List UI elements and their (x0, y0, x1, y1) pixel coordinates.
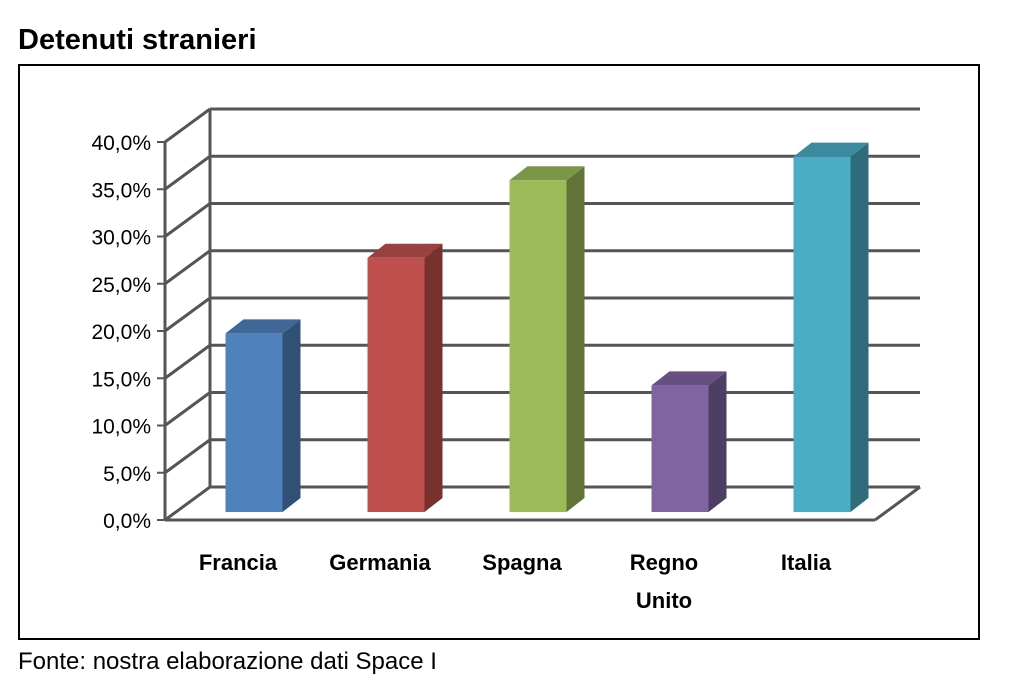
bar-front (793, 156, 851, 512)
gridline-diagonal (164, 344, 211, 380)
bar-top (225, 319, 301, 334)
bar-top (793, 142, 869, 157)
bar-front (367, 257, 425, 512)
y-tick-label: 40,0% (91, 132, 151, 155)
y-tick-label: 20,0% (91, 321, 151, 344)
bar (225, 319, 301, 512)
chart-frame (18, 64, 980, 640)
y-tick-label: 10,0% (91, 416, 151, 439)
bar-top (509, 166, 585, 181)
bars (225, 142, 869, 513)
bar-front (509, 180, 567, 512)
gridline-diagonal (164, 249, 211, 285)
y-tick-label: 35,0% (91, 179, 151, 202)
bar-front (225, 333, 283, 512)
gridline-diagonal (164, 202, 211, 238)
y-tick-label: 30,0% (91, 227, 151, 250)
y-tick-label: 0,0% (103, 510, 151, 533)
x-tick-label: Germania (329, 550, 431, 575)
bar (793, 142, 869, 512)
bar (651, 371, 727, 512)
axes (157, 141, 921, 522)
source-note: Fonte: nostra elaborazione dati Space I (18, 648, 437, 675)
bar-side (282, 319, 301, 512)
bar-side (424, 243, 443, 513)
bar-top (651, 371, 727, 386)
x-tick-label: Regno (630, 550, 698, 575)
floor-edge (874, 485, 921, 522)
y-tick-label: 15,0% (91, 368, 151, 391)
bar-front (651, 385, 709, 512)
chart-title: Detenuti stranieri (18, 24, 257, 56)
y-tick-label: 25,0% (91, 274, 151, 297)
gridline-diagonal (164, 485, 211, 522)
bar-side (566, 166, 585, 512)
y-tick-labels: 0,0% 5,0% 10,0% 15,0% 20,0% 25,0% 30,0% 35,0% 40… (91, 132, 151, 533)
x-tick-label: Italia (781, 550, 832, 575)
gridline-diagonal (164, 107, 211, 144)
x-tick-label: Francia (199, 550, 278, 575)
gridline-diagonal (164, 296, 211, 333)
bar (367, 243, 443, 513)
gridline-diagonal (164, 391, 211, 427)
x-tick-label: Spagna (482, 550, 562, 575)
bar-side (850, 142, 869, 512)
gridline-diagonal (164, 438, 211, 474)
bar-top (367, 243, 443, 258)
y-tick-label: 5,0% (103, 463, 151, 486)
bar-side (708, 371, 727, 512)
bar (509, 166, 585, 512)
category-labels: Francia Germania Spagna Regno Unito Italia (199, 550, 832, 613)
gridline-diagonal (164, 155, 211, 191)
x-tick-label: Unito (636, 588, 692, 613)
